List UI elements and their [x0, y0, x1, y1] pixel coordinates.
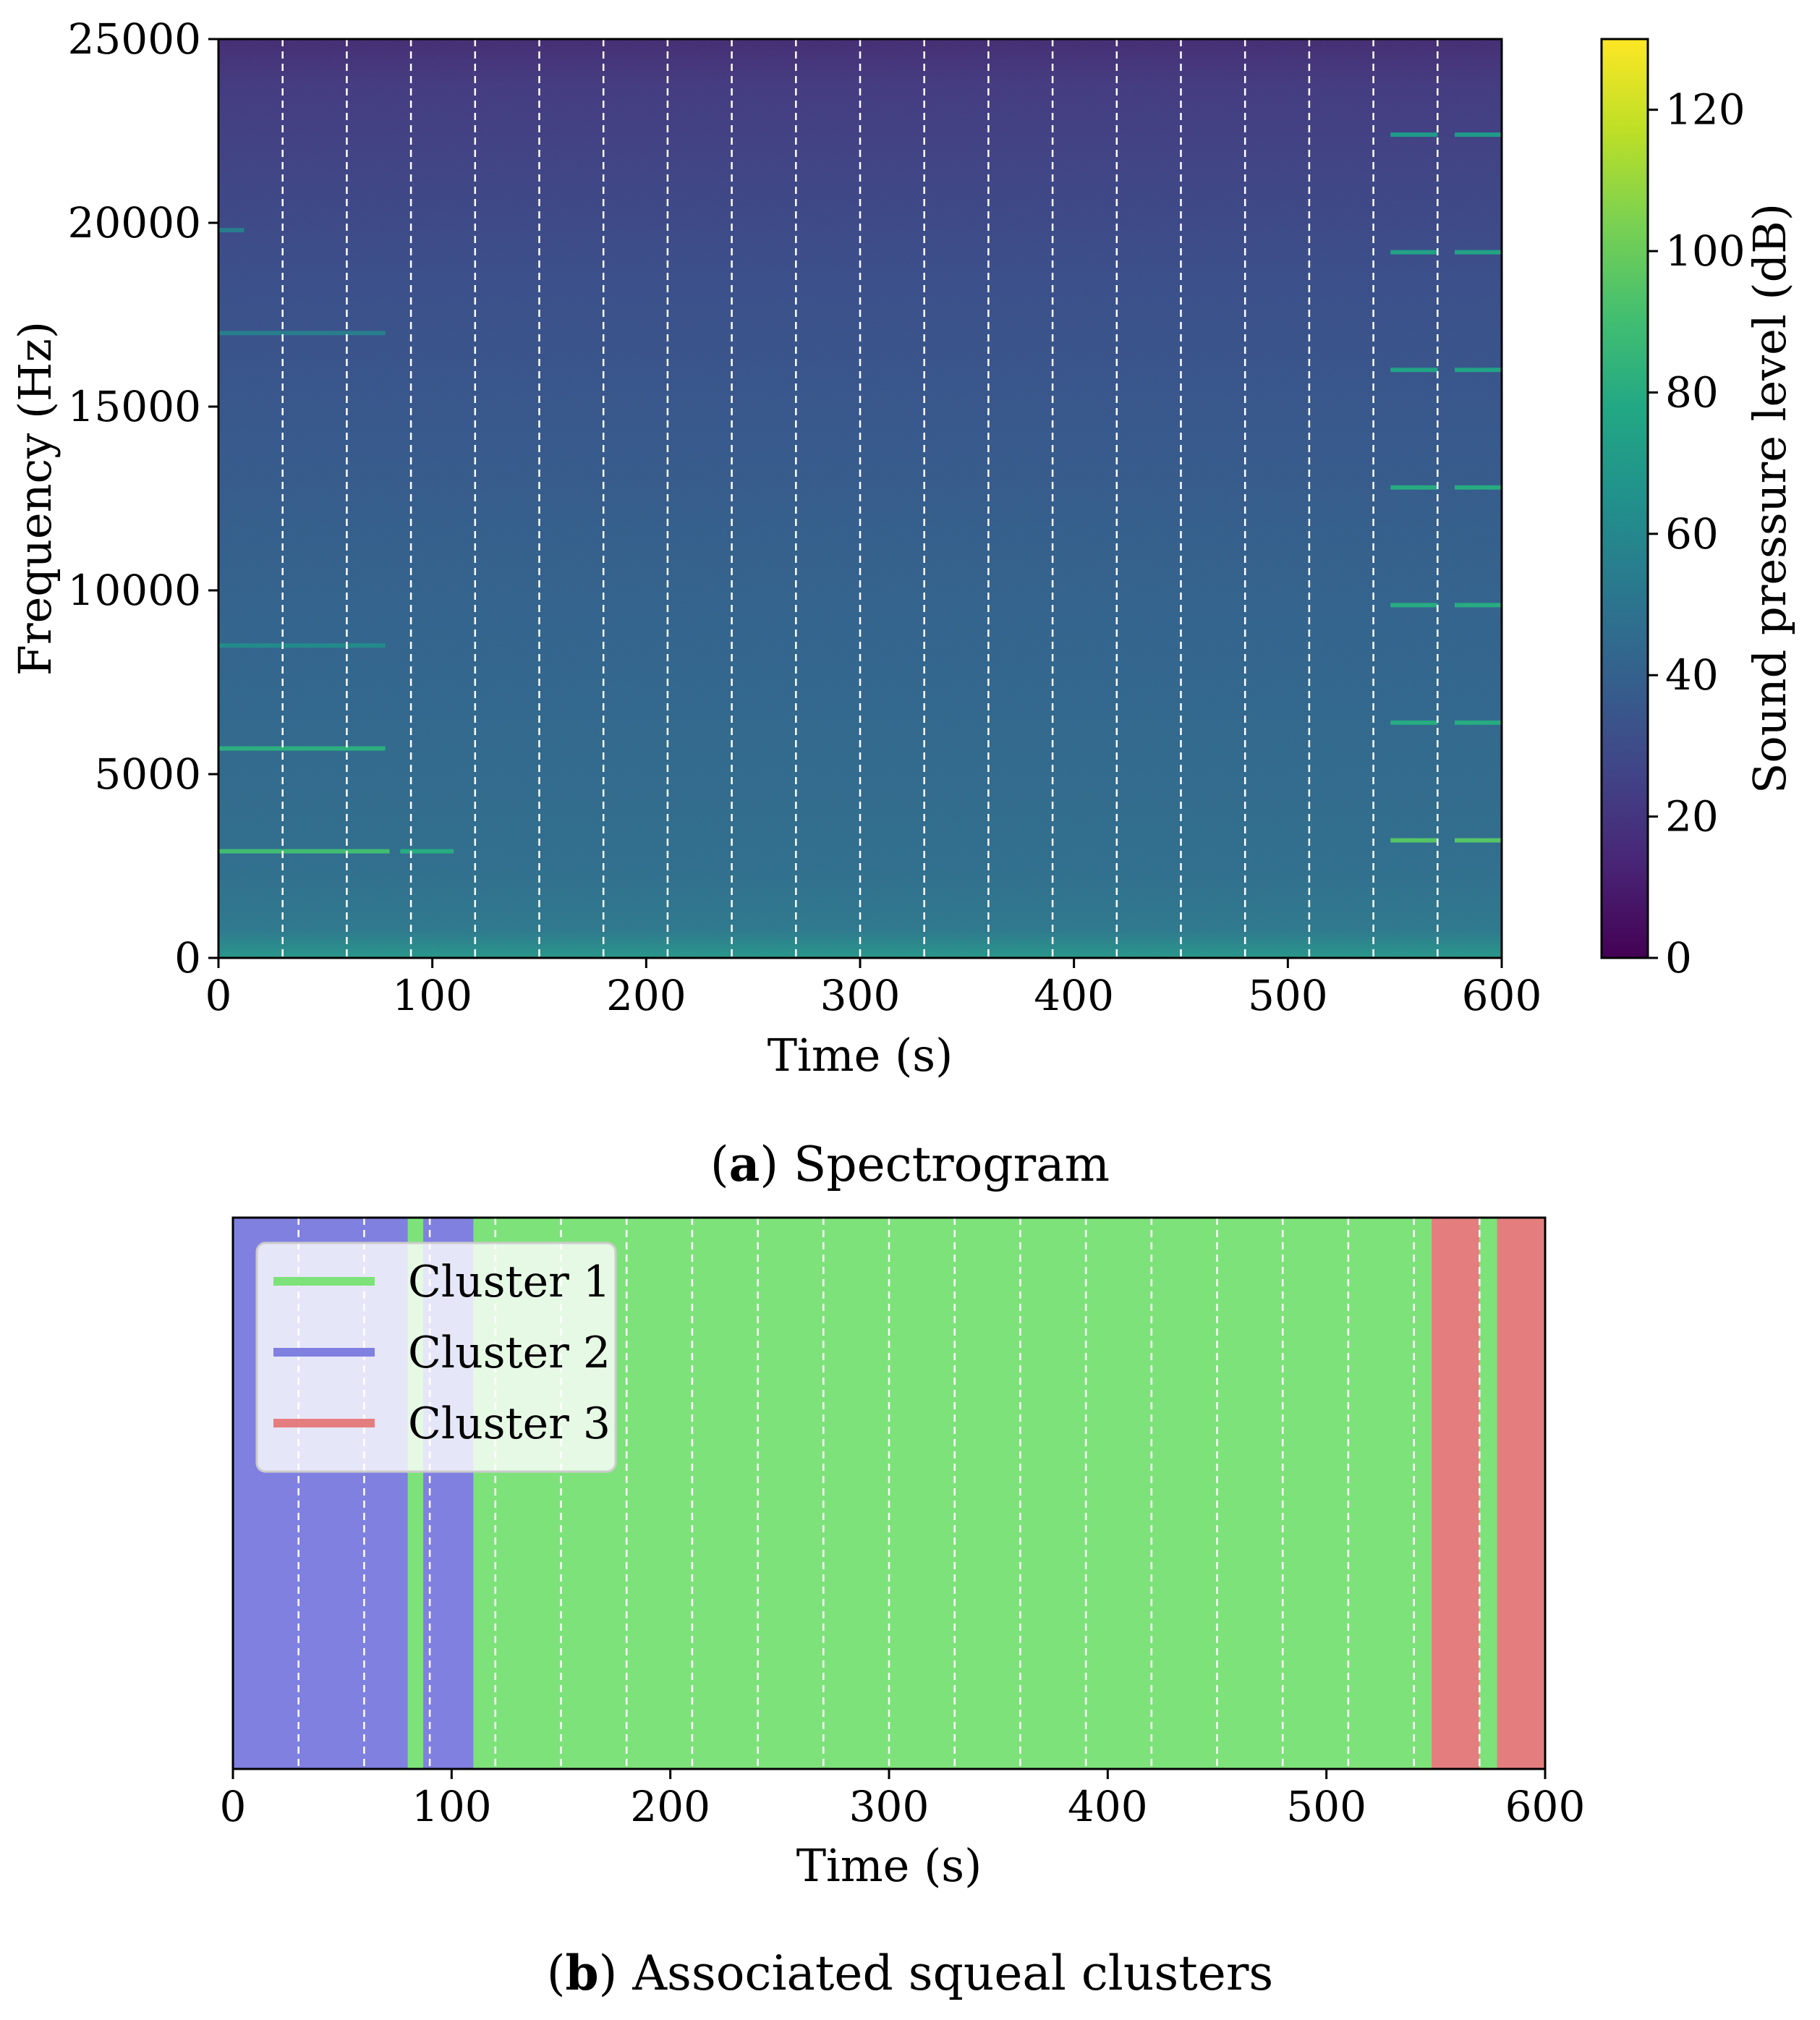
- legend-label-cluster-2: Cluster 2: [408, 1328, 611, 1378]
- colorbar-label: Sound pressure level (dB): [1743, 203, 1796, 794]
- legend-box: [255, 1242, 617, 1473]
- cluster-dashed-lines: [297, 1218, 1481, 1769]
- colorbar-tick-label: 120: [1665, 85, 1745, 135]
- spectrogram-tonal-lines: [218, 132, 1502, 854]
- caption-a: (a) Spectrogram: [710, 1136, 1110, 1192]
- cluster-segment-5: [1431, 1218, 1480, 1769]
- spectrogram-x-tick-label: 0: [205, 971, 232, 1020]
- spectrogram-x-tick-label: 500: [1248, 971, 1328, 1020]
- clusters-x-label: Time (s): [796, 1839, 982, 1892]
- spectrogram-panel: 0 100 200 300 400 500 600 05000100001500020000…: [9, 14, 1796, 1192]
- spectrogram-y-label: Frequency (Hz): [9, 321, 61, 676]
- cluster-segment-6: [1479, 1218, 1497, 1769]
- clusters-x-tick-label: 400: [1068, 1782, 1148, 1831]
- caption-b-letter: b: [565, 1945, 598, 2001]
- spectrogram-x-tick-label: 400: [1034, 971, 1114, 1020]
- clusters-x-tick-label: 500: [1286, 1782, 1366, 1831]
- caption-a-letter: a: [729, 1136, 760, 1192]
- spectrogram-dashed-lines: [281, 39, 1439, 958]
- spectrogram-x-label: Time (s): [767, 1029, 953, 1082]
- colorbar-tick-label: 80: [1665, 368, 1719, 417]
- clusters-x-tick-label: 600: [1505, 1782, 1586, 1831]
- spectrogram-x-tick-label: 300: [820, 971, 901, 1020]
- spectrogram-y-tick-label: 10000: [67, 566, 201, 615]
- spectrogram-y-tick-label: 25000: [67, 14, 201, 64]
- clusters-x-ticks: 0 100 200 300 400 500 600: [220, 1769, 1586, 1831]
- colorbar: [1600, 38, 1649, 959]
- caption-a-text: Spectrogram: [794, 1137, 1110, 1192]
- legend: Cluster 1 Cluster 2 Cluster 3: [255, 1242, 617, 1473]
- spectrogram-y-tick-label: 0: [174, 933, 201, 983]
- spectrogram-y-tick-label: 15000: [67, 382, 201, 431]
- colorbar-tick-label: 20: [1665, 792, 1719, 841]
- spectrogram-y-ticks: 0 5000 10000 15000 20000 25000: [67, 14, 218, 983]
- spectrogram-x-tick-label: 100: [392, 971, 472, 1020]
- colorbar-tick-label: 100: [1665, 226, 1745, 276]
- clusters-x-tick-label: 0: [220, 1782, 247, 1831]
- spectrogram-x-tick-label: 600: [1462, 971, 1542, 1020]
- clusters-panel: 0 100 200 300 400 500 600 Time (s) Cluster 1 C…: [220, 1216, 1586, 2001]
- caption-b-text: Associated squeal clusters: [632, 1945, 1273, 2001]
- clusters-x-tick-label: 300: [849, 1782, 930, 1831]
- legend-label-cluster-1: Cluster 1: [408, 1257, 611, 1307]
- spectrogram-x-ticks: 0 100 200 300 400 500 600: [205, 958, 1542, 1020]
- colorbar-tick-label: 60: [1665, 509, 1719, 559]
- clusters-x-tick-label: 100: [412, 1782, 492, 1831]
- legend-label-cluster-3: Cluster 3: [408, 1399, 611, 1449]
- cluster-segment-7: [1497, 1218, 1545, 1769]
- spectrogram-x-tick-label: 200: [606, 971, 686, 1020]
- caption-b: (b) Associated squeal clusters: [547, 1945, 1274, 2001]
- colorbar-tick-label: 40: [1665, 650, 1719, 700]
- clusters-x-tick-label: 200: [630, 1782, 710, 1831]
- spectrogram-y-tick-label: 5000: [94, 750, 201, 799]
- spectrogram-y-tick-label: 20000: [67, 198, 201, 247]
- cluster-segments: [233, 1218, 1545, 1769]
- colorbar-ticks: 0 20 40 60 80 100 120: [1648, 85, 1745, 983]
- colorbar-tick-label: 0: [1665, 933, 1692, 983]
- cluster-segment-4: [473, 1218, 1432, 1769]
